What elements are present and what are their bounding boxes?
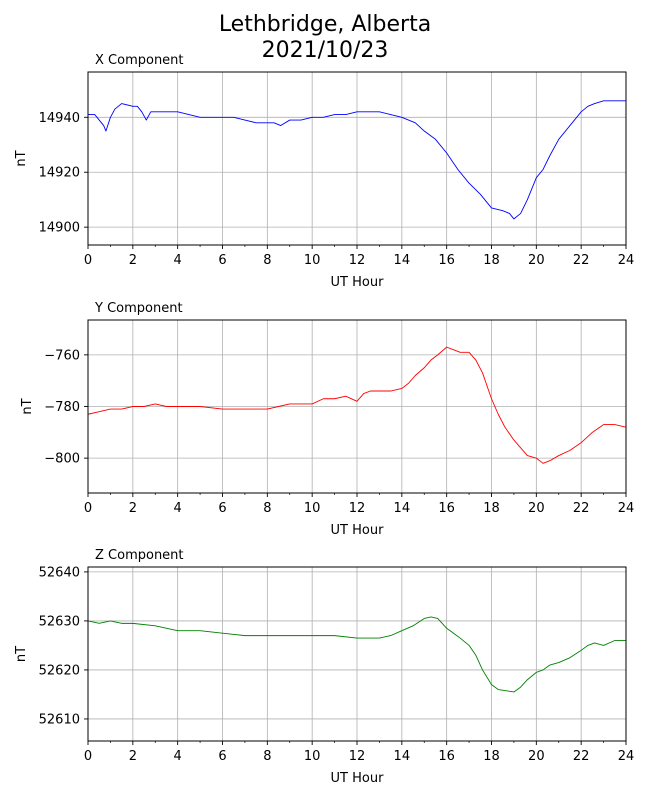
x-tick-label: 24 xyxy=(618,749,635,764)
x-tick-label: 8 xyxy=(263,253,271,268)
x-tick-label: 6 xyxy=(218,253,226,268)
y-tick-label: 52620 xyxy=(39,663,80,678)
x-tick-label: 14 xyxy=(394,749,411,764)
x-tick-label: 8 xyxy=(263,501,271,516)
x-tick-label: 2 xyxy=(129,253,137,268)
y-tick-label: 14920 xyxy=(39,166,80,181)
x-tick-label: 20 xyxy=(528,749,545,764)
series-line xyxy=(87,616,626,693)
x-tick-label: 12 xyxy=(349,749,366,764)
x-tick-label: 12 xyxy=(349,501,366,516)
chart-panel-3: 0 2 4 6 8 10 12 14 16 18 20 22 245261052620526305264… xyxy=(14,548,634,786)
y-tick-label: 52630 xyxy=(39,614,80,629)
y-axis-label: nT xyxy=(20,398,35,414)
x-tick-label: 4 xyxy=(174,501,182,516)
x-tick-label: 2 xyxy=(129,749,137,764)
x-tick-label: 14 xyxy=(394,501,411,516)
x-axis-label: UT Hour xyxy=(331,771,385,786)
y-tick-label: 52610 xyxy=(39,712,80,727)
x-tick-label: 20 xyxy=(528,501,545,516)
x-tick-label: 20 xyxy=(528,253,545,268)
x-tick-label: 0 xyxy=(84,749,92,764)
y-tick-label: 14900 xyxy=(39,221,80,236)
x-axis-label: UT Hour xyxy=(331,275,385,290)
series-line xyxy=(87,346,627,464)
y-axis-label: nT xyxy=(14,646,29,662)
x-axis-label: UT Hour xyxy=(331,523,385,538)
figure-title: Lethbridge, Alberta 2021/10/23 xyxy=(0,12,650,64)
x-tick-label: 18 xyxy=(483,501,500,516)
figure-title-line2: 2021/10/23 xyxy=(261,38,389,63)
panel-title: Y Component xyxy=(94,301,183,316)
x-tick-label: 16 xyxy=(438,253,455,268)
x-tick-label: 0 xyxy=(84,253,92,268)
x-tick-label: 10 xyxy=(304,253,321,268)
y-tick-label: −800 xyxy=(44,452,80,467)
figure-title-line1: Lethbridge, Alberta xyxy=(218,12,432,37)
x-tick-label: 2 xyxy=(129,501,137,516)
x-tick-label: 24 xyxy=(618,501,635,516)
x-tick-label: 22 xyxy=(573,253,590,268)
x-tick-label: 22 xyxy=(573,501,590,516)
x-tick-label: 6 xyxy=(218,501,226,516)
x-tick-label: 12 xyxy=(349,253,366,268)
x-tick-label: 16 xyxy=(438,501,455,516)
x-tick-label: 24 xyxy=(618,253,635,268)
panel-title: Z Component xyxy=(95,548,184,563)
y-tick-label: 14940 xyxy=(39,111,80,126)
x-tick-label: 4 xyxy=(174,749,182,764)
series-line xyxy=(88,100,626,220)
x-tick-label: 8 xyxy=(263,749,271,764)
x-tick-label: 10 xyxy=(304,749,321,764)
x-tick-label: 10 xyxy=(304,501,321,516)
x-tick-label: 14 xyxy=(394,253,411,268)
y-axis-label: nT xyxy=(14,150,29,166)
y-tick-label: 52640 xyxy=(39,565,80,580)
y-tick-label: −780 xyxy=(44,400,80,415)
x-tick-label: 6 xyxy=(218,749,226,764)
panel-title: X Component xyxy=(95,53,184,68)
x-tick-label: 18 xyxy=(483,749,500,764)
x-tick-label: 0 xyxy=(84,501,92,516)
x-tick-label: 18 xyxy=(483,253,500,268)
x-tick-label: 22 xyxy=(573,749,590,764)
y-tick-label: −760 xyxy=(44,348,80,363)
x-tick-label: 4 xyxy=(174,253,182,268)
x-tick-label: 16 xyxy=(438,749,455,764)
